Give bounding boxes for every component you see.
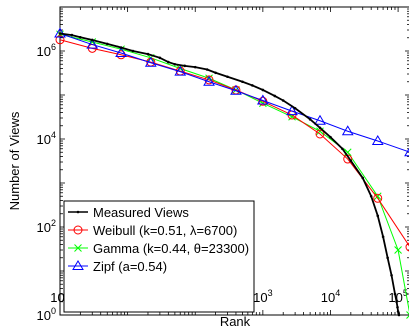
data-point	[341, 147, 344, 151]
data-point	[74, 244, 82, 252]
data-point	[55, 35, 65, 45]
data-point	[131, 49, 135, 53]
data-point	[105, 42, 109, 46]
data-point	[397, 313, 401, 317]
data-point	[373, 193, 383, 203]
x-tick-label: 103	[253, 288, 272, 305]
data-point	[376, 214, 380, 218]
y-tick-label: 106	[37, 42, 56, 59]
data-point	[251, 84, 254, 87]
data-point	[315, 129, 325, 139]
data-point	[341, 125, 354, 136]
legend-label: Weibull (k=0.51, λ=6700)	[93, 223, 237, 238]
data-point	[90, 38, 94, 42]
series-line	[59, 33, 409, 313]
data-point	[79, 35, 82, 39]
data-point	[173, 62, 177, 66]
data-point	[386, 256, 389, 260]
data-point	[174, 65, 187, 76]
data-point	[54, 27, 66, 38]
data-point	[308, 118, 312, 121]
data-point	[329, 135, 332, 139]
legend-label: Zipf (a=0.54)	[93, 259, 167, 274]
legend-box	[63, 200, 255, 313]
data-point	[119, 46, 123, 49]
data-point	[230, 84, 242, 95]
data-point	[281, 99, 285, 102]
data-point	[241, 80, 244, 84]
data-point	[167, 60, 170, 64]
data-point	[72, 260, 84, 270]
data-point	[318, 126, 322, 130]
data-point	[258, 96, 268, 106]
data-point	[86, 38, 99, 49]
data-point	[371, 135, 384, 146]
series-dot	[58, 32, 401, 317]
data-point	[73, 225, 83, 235]
data-point	[183, 64, 187, 68]
data-point	[273, 94, 277, 98]
x-tick-label: 104	[321, 288, 340, 305]
data-point	[395, 300, 398, 304]
data-point	[70, 33, 74, 37]
data-point	[406, 311, 409, 319]
data-point	[349, 159, 353, 163]
x-axis-title: Rank	[220, 314, 251, 328]
data-point	[314, 114, 326, 125]
data-point	[369, 194, 373, 198]
data-point	[293, 106, 297, 110]
data-point	[76, 210, 80, 214]
data-point	[373, 192, 382, 201]
legend-label: Gamma (k=0.44, θ=23300)	[93, 241, 249, 256]
legend-label: Measured Views	[93, 205, 189, 220]
y-tick-label: 100	[37, 306, 56, 323]
data-point	[405, 242, 409, 252]
y-axis-title: Number of Views	[7, 111, 22, 210]
series-triangle	[54, 27, 409, 157]
data-point	[205, 68, 209, 71]
series-layer	[54, 27, 409, 319]
data-point	[158, 56, 162, 60]
series-line	[59, 33, 409, 153]
data-point	[390, 273, 393, 277]
data-point	[58, 32, 62, 35]
data-point	[396, 305, 399, 309]
y-tick-label: 104	[37, 130, 56, 147]
data-point	[144, 56, 157, 67]
legend: Measured Views Weibull (k=0.51, λ=6700) Ga…	[63, 200, 255, 313]
data-point	[381, 235, 385, 239]
data-point	[146, 52, 150, 56]
data-point	[115, 47, 127, 58]
data-point	[261, 88, 265, 92]
y-tick-label: 102	[37, 218, 56, 235]
data-point	[226, 75, 229, 79]
data-point	[214, 71, 217, 75]
data-point	[256, 94, 269, 105]
data-point	[393, 292, 397, 296]
data-point	[193, 65, 197, 69]
data-point	[203, 75, 215, 86]
series-line	[59, 39, 409, 247]
data-point	[394, 246, 402, 254]
data-point	[361, 176, 365, 180]
data-point	[404, 147, 409, 157]
data-point	[286, 105, 298, 116]
